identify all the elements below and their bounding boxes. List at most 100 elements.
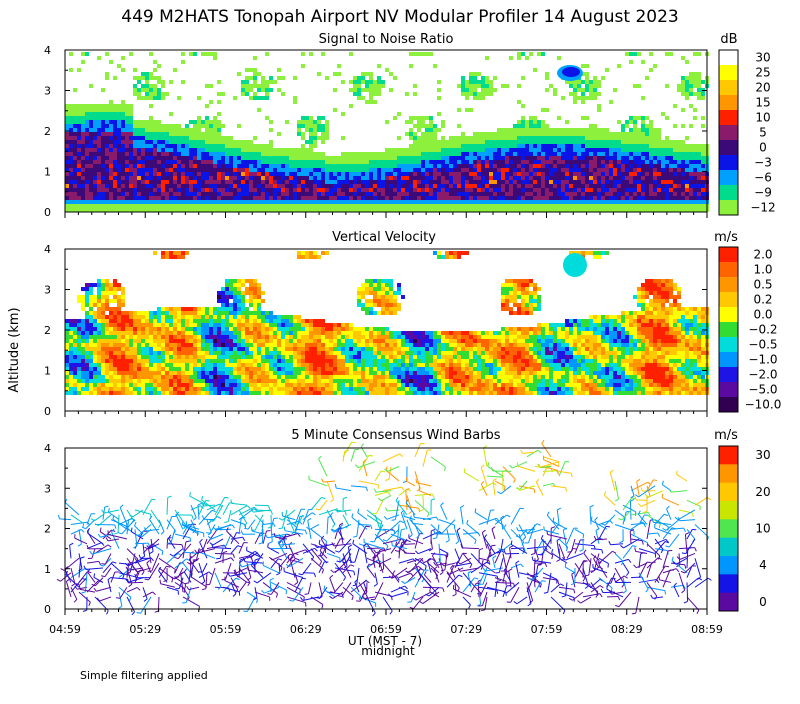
snr-cell (469, 156, 473, 160)
snr-cell (321, 208, 325, 212)
vv-cell (85, 303, 89, 307)
snr-cell (561, 132, 565, 136)
vv-cell (137, 379, 141, 383)
snr-cell (525, 164, 529, 168)
snr-cell (101, 124, 105, 128)
vv-cell (77, 299, 81, 303)
snr-cell (189, 208, 193, 212)
snr-cell (545, 144, 549, 148)
vv-cell (85, 291, 89, 295)
snr-cell (113, 188, 117, 192)
vv-cell (145, 371, 149, 375)
snr-cell (277, 176, 281, 180)
vv-cell (189, 323, 193, 327)
vv-cell (225, 299, 229, 303)
snr-cell (289, 156, 293, 160)
vv-cell (221, 331, 225, 335)
vv-cell (185, 383, 189, 387)
vv-cell (89, 343, 93, 347)
vv-cell (109, 335, 113, 339)
snr-cell (253, 84, 257, 88)
snr-cell (81, 196, 85, 200)
vv-cell (125, 351, 129, 355)
vv-cell (93, 331, 97, 335)
vv-cell (145, 347, 149, 351)
snr-cell (281, 172, 285, 176)
snr-cell (73, 88, 77, 92)
snr-cell (77, 192, 81, 196)
snr-cell (369, 80, 373, 84)
snr-cell (173, 68, 177, 72)
snr-cell (697, 168, 701, 172)
snr-cell (517, 124, 521, 128)
vv-cell (201, 315, 205, 319)
snr-cell (549, 184, 553, 188)
snr-cell (529, 148, 533, 152)
snr-cell (357, 84, 361, 88)
vv-cell (209, 387, 213, 391)
snr-cell (609, 152, 613, 156)
vv-cell (77, 391, 81, 395)
snr-cell (81, 108, 85, 112)
snr-cell (329, 196, 333, 200)
snr-cell (541, 200, 545, 204)
snr-cell (293, 192, 297, 196)
vv-cell (241, 335, 245, 339)
vv-cell (233, 283, 237, 287)
snr-cell (609, 144, 613, 148)
snr-cell (625, 124, 629, 128)
snr-cell (597, 192, 601, 196)
snr-cell (461, 164, 465, 168)
snr-cell (69, 208, 73, 212)
snr-cell (105, 116, 109, 120)
snr-cell (245, 188, 249, 192)
snr-cell (317, 172, 321, 176)
snr-cell (181, 160, 185, 164)
snr-cell (209, 136, 213, 140)
vv-cell (81, 359, 85, 363)
vv-cell (101, 319, 105, 323)
vv-cell (161, 323, 165, 327)
snr-cell (297, 160, 301, 164)
snr-cell (413, 200, 417, 204)
vv-cell (89, 287, 93, 291)
snr-cell (169, 156, 173, 160)
snr-cell (625, 156, 629, 160)
snr-cell (225, 160, 229, 164)
snr-cell (73, 172, 77, 176)
vv-cell (201, 355, 205, 359)
snr-cell (489, 196, 493, 200)
snr-cell (121, 108, 125, 112)
snr-cell (113, 120, 117, 124)
vv-cell (221, 347, 225, 351)
snr-cell (77, 136, 81, 140)
vv-cell (205, 359, 209, 363)
snr-cell (505, 184, 509, 188)
snr-cell (149, 96, 153, 100)
snr-cell (97, 112, 101, 116)
vv-cell (69, 387, 73, 391)
snr-cell (577, 160, 581, 164)
vv-cell (217, 375, 221, 379)
snr-cell (309, 152, 313, 156)
snr-cell (429, 144, 433, 148)
snr-cell (169, 164, 173, 168)
snr-cell (457, 192, 461, 196)
vv-cell (201, 371, 205, 375)
snr-cell (249, 204, 253, 208)
vv-cell (113, 363, 117, 367)
snr-cell (73, 144, 77, 148)
vv-cell (125, 327, 129, 331)
snr-cell (113, 140, 117, 144)
snr-cell (577, 144, 581, 148)
snr-cell (349, 160, 353, 164)
snr-cell (465, 144, 469, 148)
vv-cell (133, 347, 137, 351)
snr-cell (665, 208, 669, 212)
snr-cell (661, 184, 665, 188)
snr-cell (585, 188, 589, 192)
vv-cell (77, 375, 81, 379)
snr-cell (681, 148, 685, 152)
snr-cell (533, 200, 537, 204)
snr-cell (121, 172, 125, 176)
